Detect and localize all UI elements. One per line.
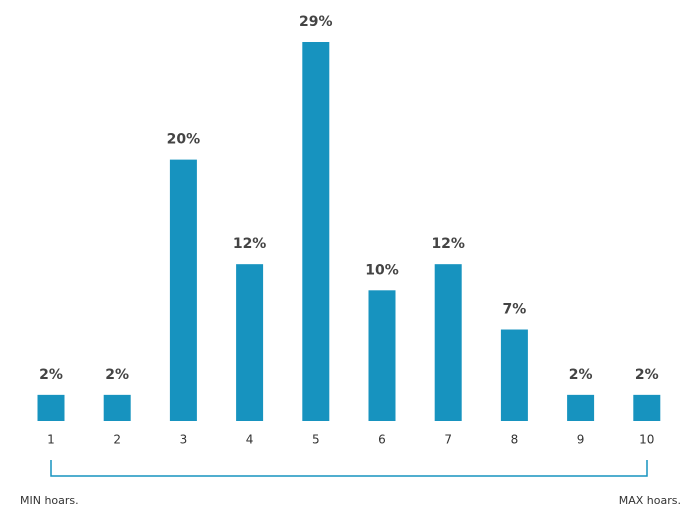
bar [434, 264, 462, 421]
bar [37, 394, 65, 421]
x-tick-label: 4 [246, 433, 254, 447]
x-tick-label: 9 [577, 433, 585, 447]
x-tick-label: 7 [444, 433, 452, 447]
x-tick-label: 1 [47, 433, 55, 447]
x-tick-label: 2 [113, 433, 121, 447]
range-bracket [50, 460, 648, 477]
bar [103, 394, 131, 421]
x-tick-label: 8 [511, 433, 519, 447]
bar [302, 42, 330, 421]
value-label: 10% [365, 262, 399, 278]
bar [500, 329, 528, 421]
bar [169, 159, 197, 421]
bar [236, 264, 264, 421]
x-tick-label: 6 [378, 433, 386, 447]
bar [567, 394, 595, 421]
max-annotation: MAX hoars. [619, 494, 681, 507]
x-tick-label: 5 [312, 433, 320, 447]
bar [368, 290, 396, 421]
value-label: 12% [431, 236, 465, 252]
value-label: 29% [299, 14, 333, 30]
value-label: 2% [105, 367, 129, 383]
value-label: 2% [635, 367, 659, 383]
min-annotation: MIN hoars. [20, 494, 79, 507]
value-label: 2% [39, 367, 63, 383]
value-label: 2% [569, 367, 593, 383]
x-tick-label: 3 [180, 433, 188, 447]
value-label: 20% [167, 132, 201, 148]
value-label: 7% [503, 302, 527, 318]
value-label: 12% [233, 236, 267, 252]
x-tick-label: 10 [639, 433, 654, 447]
bar [633, 394, 661, 421]
